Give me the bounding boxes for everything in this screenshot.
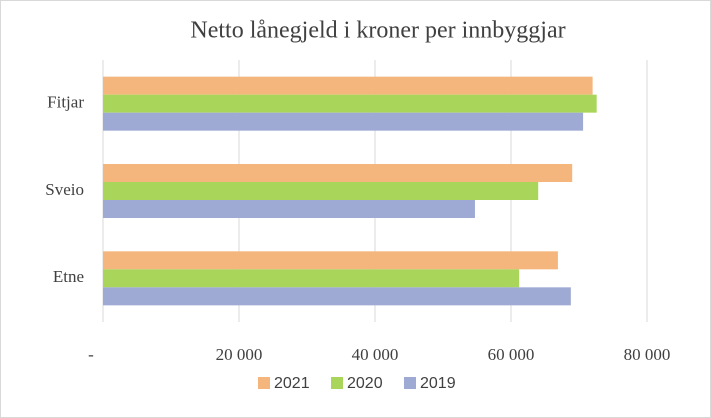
x-tick-label: - xyxy=(88,345,94,364)
bar xyxy=(103,182,539,200)
x-tick-label: 20 000 xyxy=(216,345,263,364)
y-tick-label: Etne xyxy=(53,267,84,286)
chart-title: Netto lånegjeld i kroner per innbyggjar xyxy=(190,18,565,44)
bar xyxy=(103,112,584,131)
x-tick-label: 80 000 xyxy=(624,345,671,364)
bar xyxy=(103,269,520,288)
x-tick-label: 60 000 xyxy=(488,345,535,364)
bar xyxy=(103,200,475,218)
legend-label: 2021 xyxy=(274,375,310,392)
legend-label: 2020 xyxy=(347,375,383,392)
legend-swatch xyxy=(404,377,416,389)
y-tick-label: Sveio xyxy=(45,180,84,199)
legend-swatch xyxy=(258,377,270,389)
x-tick-label: 40 000 xyxy=(352,345,399,364)
legend-swatch xyxy=(331,377,343,389)
bar xyxy=(103,94,597,113)
bar xyxy=(103,164,573,182)
bar xyxy=(103,76,593,95)
legend-label: 2019 xyxy=(420,375,456,392)
bar xyxy=(103,251,558,270)
y-tick-label: Fitjar xyxy=(47,93,84,112)
bar xyxy=(103,287,571,306)
